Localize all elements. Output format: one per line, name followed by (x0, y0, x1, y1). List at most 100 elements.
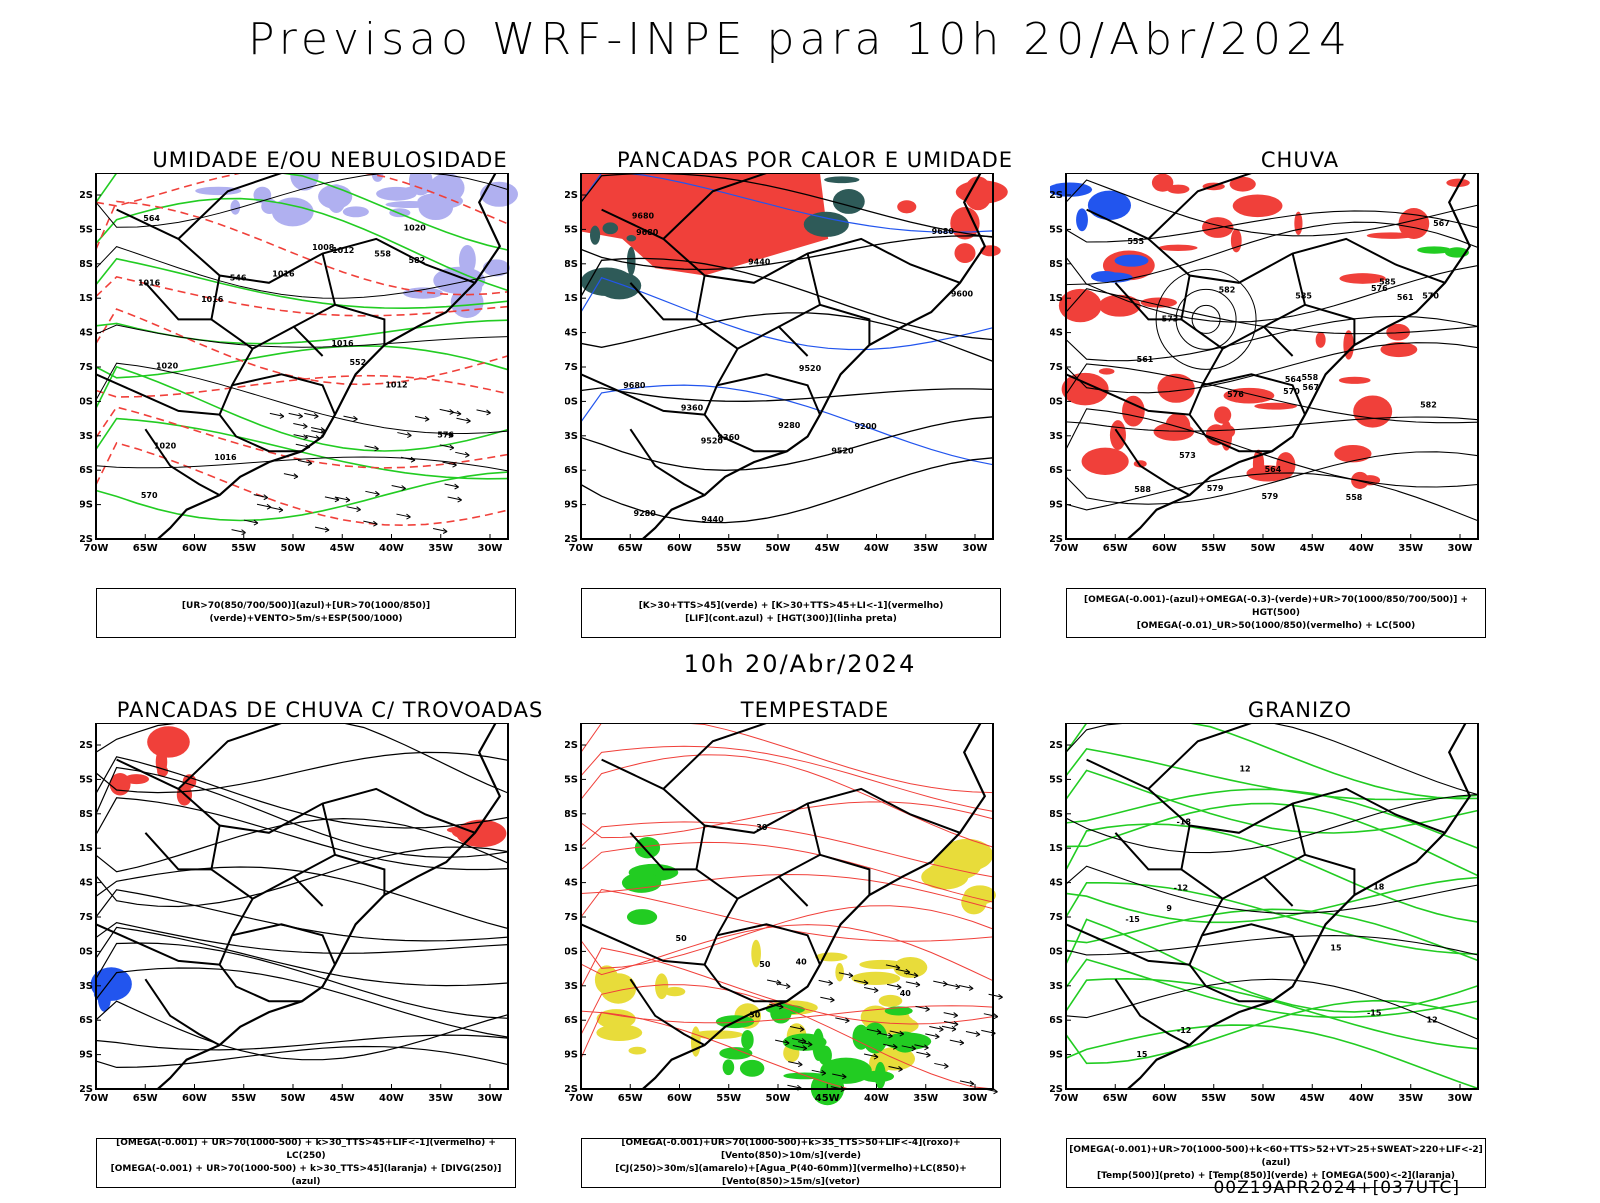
country-border (778, 853, 871, 895)
lon-tick-label: 60W (667, 1093, 692, 1104)
shaded-area (1058, 288, 1102, 323)
wind-vector-head (278, 506, 284, 513)
wind-vector-head (892, 1043, 898, 1050)
shaded-area (621, 872, 662, 893)
shaded-area (897, 200, 917, 214)
shaded-area (1157, 373, 1195, 403)
country-border (1188, 348, 1272, 453)
map-frame (580, 173, 994, 540)
isoline (95, 456, 509, 472)
wind-vector (811, 1069, 826, 1074)
lat-tick-label: 24S (1050, 878, 1063, 889)
contour-label: 588 (1134, 485, 1151, 494)
lat-tick-label: 12S (80, 740, 93, 751)
wind-vector-head (830, 996, 835, 1003)
wind-vector (269, 412, 284, 417)
contour-label: 585 (1295, 292, 1312, 301)
wind-vector (934, 1062, 949, 1067)
wind-vector (983, 1013, 998, 1018)
lon-tick-label: 50W (281, 1093, 306, 1104)
lon-tick-label: 45W (1300, 1093, 1325, 1104)
shaded-area (602, 222, 619, 235)
wind-vector-head (802, 1045, 808, 1051)
wind-vector (311, 426, 326, 431)
contour-label: 1016 (214, 453, 237, 462)
contour-label: 9360 (717, 433, 740, 442)
isoline (1065, 210, 1479, 243)
isoline (580, 754, 994, 848)
isoline (95, 723, 509, 794)
wind-vector-head (943, 1063, 949, 1069)
wind-vector (288, 412, 303, 417)
wind-vector (364, 445, 379, 450)
wind-vector (297, 459, 313, 464)
lon-tick-label: 55W (716, 1093, 741, 1104)
isoline (1065, 802, 1479, 877)
isoline (95, 1045, 509, 1069)
shaded-area (655, 973, 669, 1000)
map-content: 9680 9680 9680 9680 9600 9520 9440 9360 9280 9200… (580, 173, 1008, 540)
map-background (1066, 723, 1478, 1089)
wind-vector-head (293, 473, 299, 480)
shaded-area (961, 890, 987, 915)
isoline (580, 984, 994, 1090)
shaded-area (1223, 387, 1275, 404)
panel-granizo: GRANIZO -12 -12 -15 -15 -18 12 15 15 18 12 9 12S 15S… (1050, 698, 1550, 1203)
contour-label: 579 (1207, 484, 1224, 493)
wind-vector (820, 996, 835, 1001)
isoline (580, 276, 994, 351)
country-border (806, 803, 821, 856)
wind-vector-head (374, 445, 379, 452)
shaded-area (719, 1047, 753, 1060)
country-border (321, 803, 336, 856)
contour-label: 576 (437, 431, 454, 440)
wind-vector-head (452, 461, 457, 468)
shaded-area (1114, 254, 1149, 267)
wind-vector (396, 513, 411, 518)
panel-title: TEMPESTADE (740, 698, 890, 722)
wind-vector (888, 1065, 903, 1070)
shaded-area (124, 774, 150, 785)
isoline (1065, 935, 1479, 956)
contour-label: 579 (1261, 492, 1278, 501)
lon-tick-label: 40W (379, 543, 404, 554)
lon-tick-label: 45W (330, 543, 355, 554)
shaded-area (482, 259, 510, 277)
country-border (144, 428, 221, 496)
lon-tick-label: 30W (478, 543, 503, 554)
contour-label: 546 (230, 274, 247, 283)
lon-tick-label: 65W (618, 543, 643, 554)
country-border (95, 923, 220, 966)
lon-tick-label: 50W (766, 1093, 791, 1104)
contour-label: 9440 (701, 515, 724, 524)
contour-label: -15 (1125, 915, 1140, 924)
lat-tick-label: 24S (80, 328, 93, 339)
wind-vector-head (303, 434, 308, 441)
isoline (1065, 793, 1479, 854)
isoline (95, 942, 509, 1019)
wind-vector (268, 506, 283, 511)
country-border (1201, 923, 1306, 965)
wind-vector (789, 1025, 805, 1030)
country-border (1188, 898, 1272, 1003)
contour-label: 555 (1127, 237, 1144, 246)
isoline (95, 173, 509, 225)
country-border (231, 923, 336, 965)
shaded-area (590, 225, 601, 245)
wind-vector-head (924, 1044, 929, 1051)
country-border (95, 373, 220, 416)
isoline (580, 821, 994, 878)
wind-vector-head (828, 979, 833, 986)
lon-tick-label: 60W (667, 543, 692, 554)
isoline (580, 905, 994, 969)
wind-vector (883, 1043, 898, 1048)
isoline (580, 457, 994, 524)
wind-vector-head (334, 496, 340, 503)
lat-tick-label: 30S (1050, 396, 1063, 407)
wind-vector (438, 432, 453, 437)
lon-tick-label: 70W (84, 1093, 109, 1104)
wind-vector (256, 503, 272, 508)
wind-vector (439, 444, 454, 449)
shaded-area (928, 862, 961, 879)
run-timestamp: 00Z19APR2024+[037UTC] (1213, 1178, 1460, 1198)
